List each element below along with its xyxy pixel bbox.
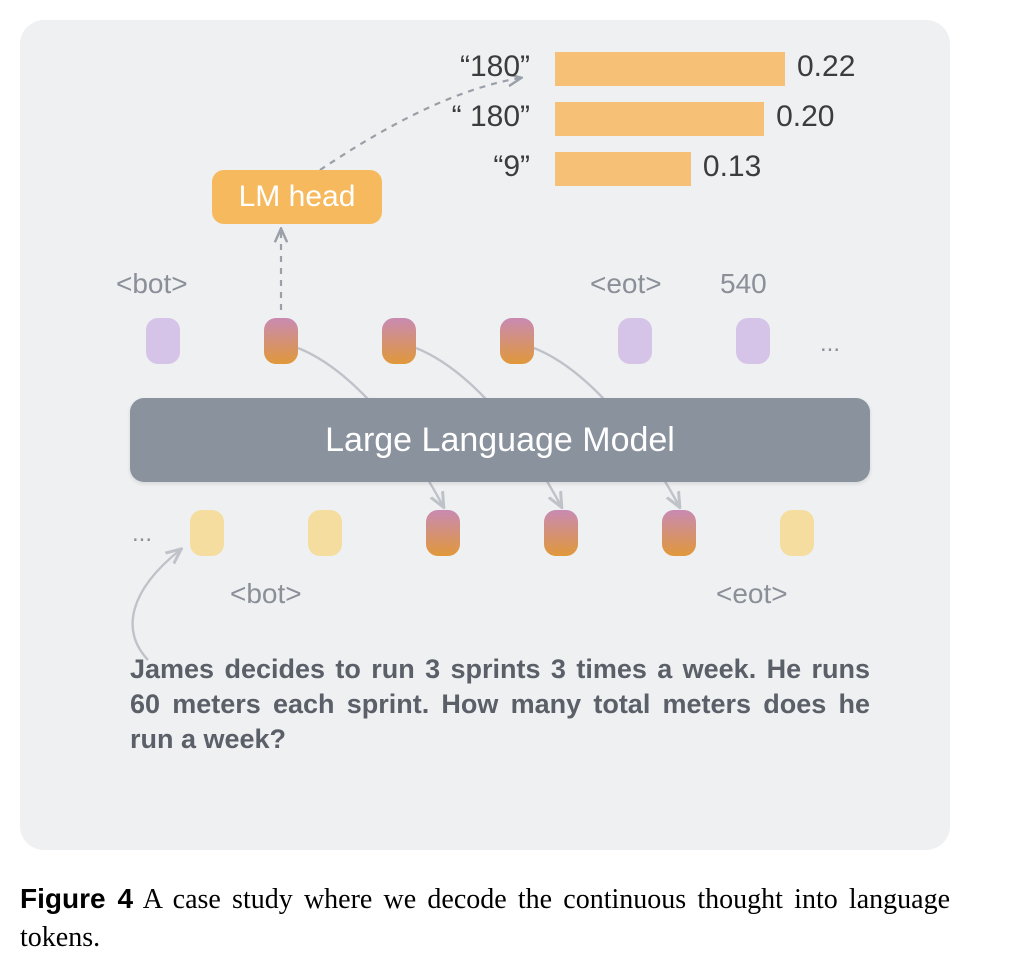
figure-panel: LM head Large Language Model “180” 0.22 “ …	[20, 20, 950, 850]
figure-caption: Figure 4 A case study where we decode th…	[20, 880, 950, 957]
caption-bold: Figure 4	[20, 883, 133, 914]
embedding-pill	[780, 510, 814, 556]
token-label: <bot>	[230, 578, 302, 610]
embedding-pill	[544, 510, 578, 556]
token-label: <eot>	[590, 268, 662, 300]
embedding-pill	[662, 510, 696, 556]
token-label: <bot>	[116, 268, 188, 300]
token-label: <eot>	[716, 578, 788, 610]
embedding-pill	[426, 510, 460, 556]
probability-bar	[555, 52, 785, 86]
ellipsis: ...	[132, 520, 152, 548]
embedding-pill	[382, 318, 416, 364]
bar-token-label: “180”	[460, 50, 530, 84]
embedding-pill	[308, 510, 342, 556]
embedding-pill	[190, 510, 224, 556]
probability-bar	[555, 152, 691, 186]
bar-value: 0.20	[776, 100, 834, 134]
bar-value: 0.13	[703, 150, 761, 184]
bar-value: 0.22	[797, 50, 855, 84]
embedding-pill	[618, 318, 652, 364]
embedding-pill	[500, 318, 534, 364]
bar-token-label: “ 180”	[452, 100, 530, 134]
embedding-pill	[146, 318, 180, 364]
prompt-text: James decides to run 3 sprints 3 times a…	[130, 652, 870, 757]
lm-head-label: LM head	[239, 180, 356, 213]
lm-head-box: LM head	[212, 170, 382, 224]
llm-label: Large Language Model	[325, 421, 675, 460]
ellipsis: ...	[820, 330, 840, 358]
bar-token-label: “9”	[493, 150, 530, 184]
probability-bar	[555, 102, 764, 136]
embedding-pill	[264, 318, 298, 364]
embedding-pill	[736, 318, 770, 364]
caption-rest: A case study where we decode the continu…	[20, 884, 950, 953]
token-label: 540	[720, 268, 767, 300]
llm-box: Large Language Model	[130, 398, 870, 482]
